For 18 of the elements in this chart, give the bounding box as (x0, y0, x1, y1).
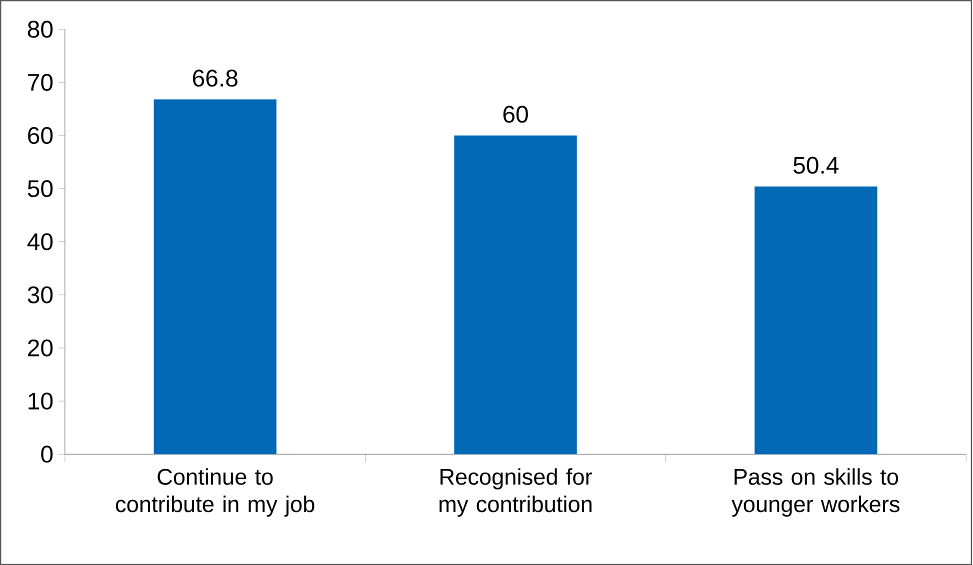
data-label: 50.4 (794, 156, 839, 174)
bar (154, 99, 276, 454)
data-label: 60 (503, 106, 528, 123)
y-tick-label: 80 (28, 20, 53, 38)
y-tick-label: 40 (27, 233, 53, 250)
y-tick-label: 50 (28, 180, 53, 198)
y-tick-label: 60 (28, 126, 53, 144)
x-tick-label: Pass on skills to younger workers (732, 468, 900, 517)
x-tick-label: Recognised for my contribution (440, 468, 592, 517)
x-tick-label: Continue to contribute in my job (116, 468, 314, 517)
bar (454, 135, 577, 454)
y-tick-label: 0 (41, 446, 53, 463)
data-label: 66.8 (192, 70, 238, 87)
y-tick-label: 20 (28, 339, 53, 356)
y-tick-label: 70 (28, 74, 53, 91)
bar (754, 186, 878, 454)
y-tick-label: 10 (28, 392, 53, 410)
y-tick-label: 30 (28, 286, 53, 304)
